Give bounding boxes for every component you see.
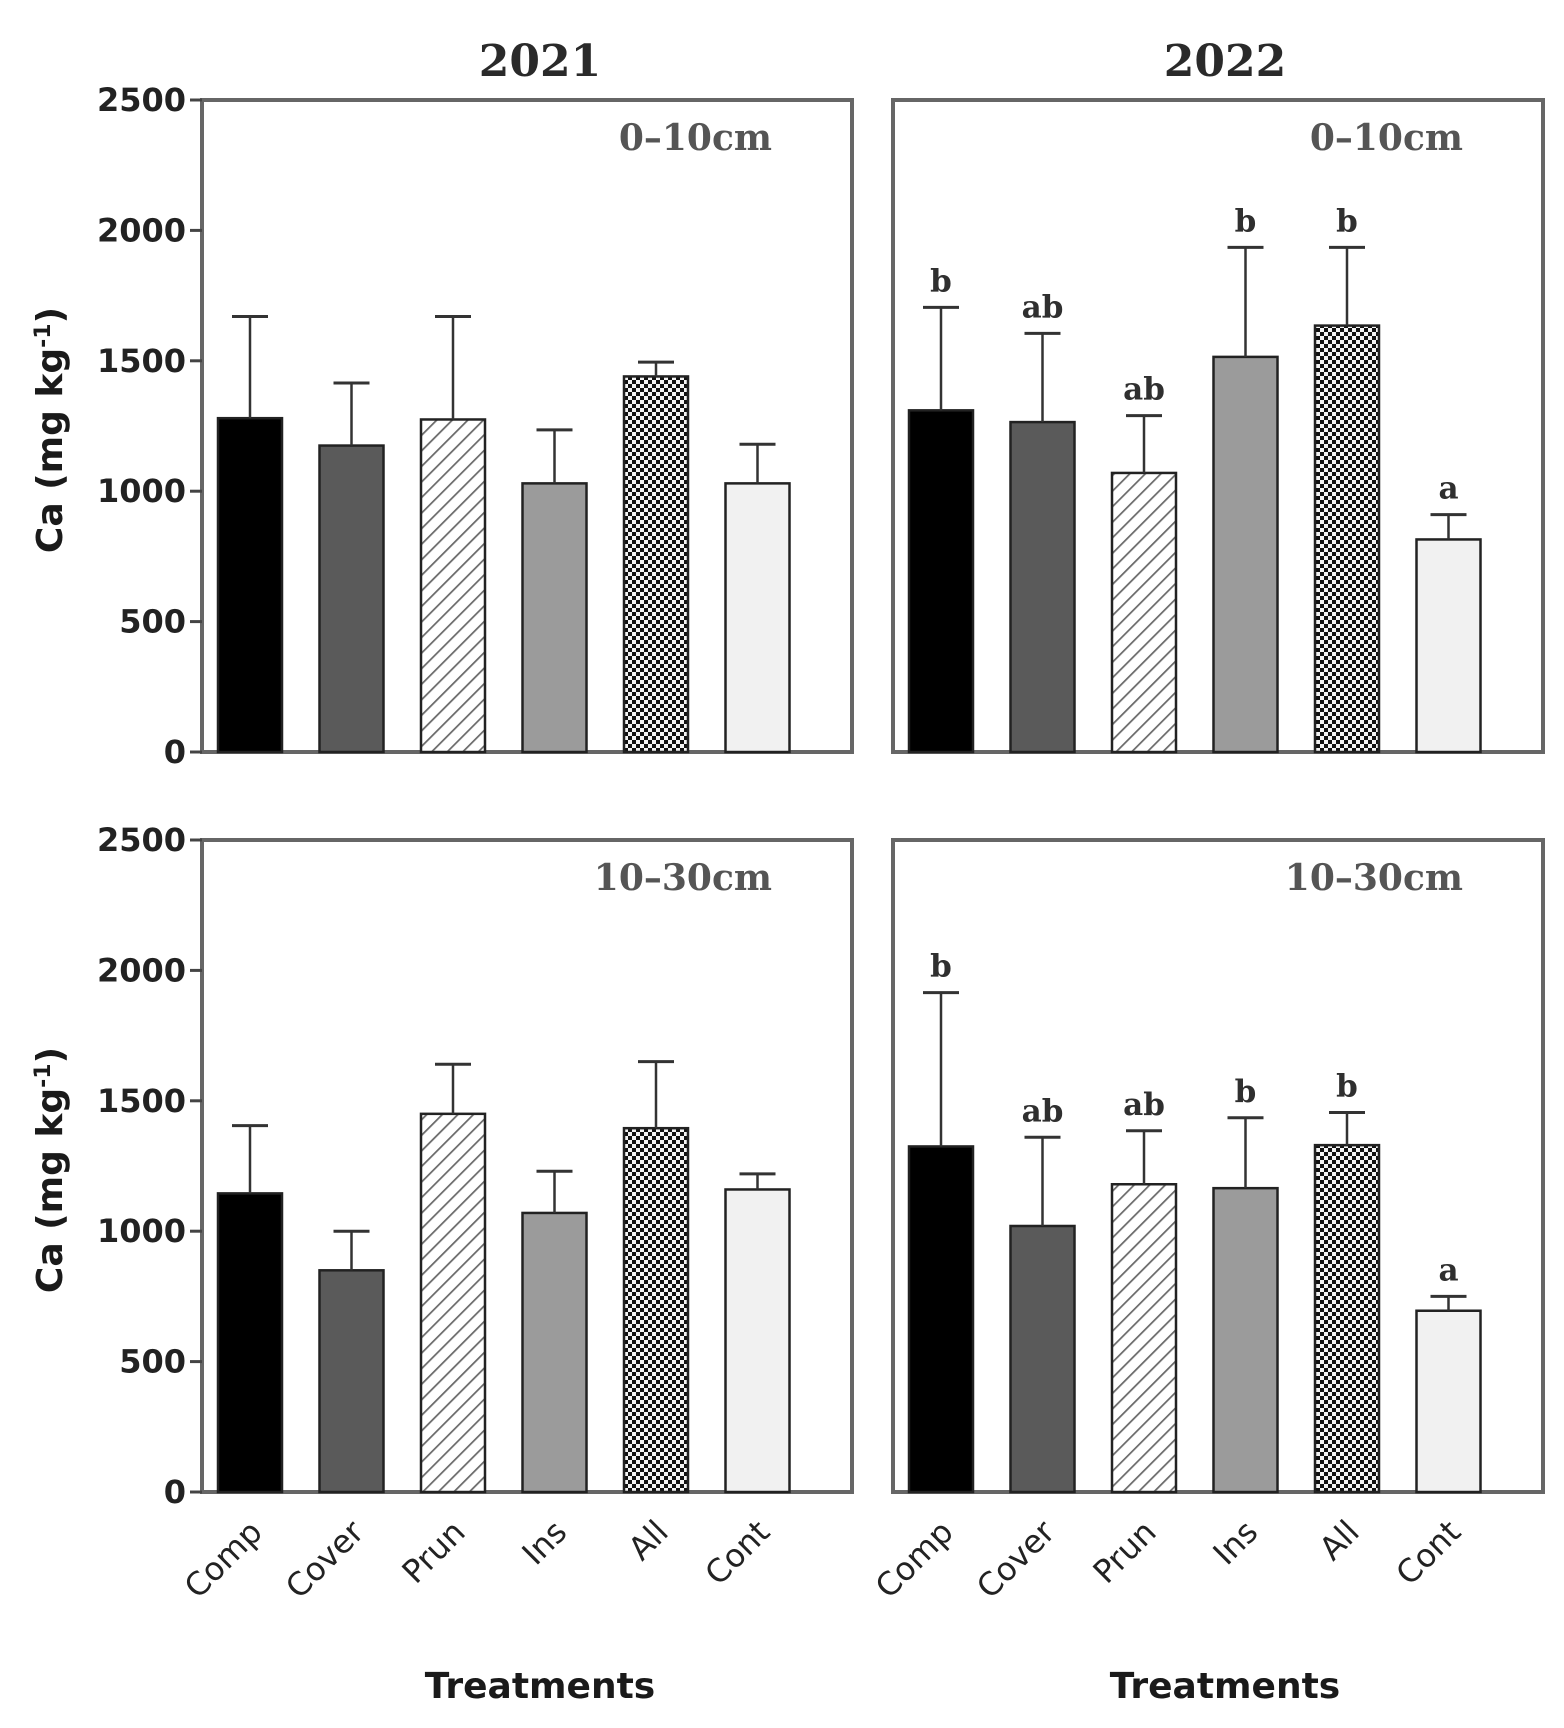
x-axis-title-right: Treatments: [1110, 1666, 1340, 1707]
bar-ins: [521, 1211, 588, 1494]
y-tick-label: 2500: [97, 821, 186, 859]
x-tick-label-prun: Prun: [1086, 1513, 1164, 1591]
x-tick-label-cover: Cover: [969, 1512, 1063, 1606]
bar-ins: [1212, 355, 1279, 754]
bar-cont: [724, 1188, 791, 1494]
bar-all: [622, 375, 690, 754]
y-tick-label: 0: [164, 1473, 186, 1511]
y-tick-label: 2000: [97, 951, 186, 989]
x-tick-label-prun: Prun: [395, 1513, 473, 1591]
depth-label: 10–30cm: [594, 857, 772, 899]
bar-cont: [1415, 1309, 1482, 1494]
x-tick-label-cont: Cont: [697, 1513, 777, 1593]
y-tick-label: 500: [119, 1343, 186, 1381]
significance-label-prun: ab: [1123, 372, 1165, 408]
bar-comp: [907, 1145, 975, 1494]
y-tick-label: 0: [164, 733, 186, 771]
bar-cont: [724, 482, 791, 754]
depth-label: 0–10cm: [619, 117, 772, 159]
y-tick-label: 1000: [97, 472, 186, 510]
bar-prun: [419, 1112, 487, 1494]
x-tick-label-comp: Comp: [177, 1513, 270, 1606]
significance-label-ins: b: [1235, 203, 1257, 239]
bar-comp: [907, 409, 975, 754]
panel-1: 0 500 1000 1500 2000 2500 0–10cm: [97, 81, 854, 771]
bar-ins: [1212, 1186, 1279, 1494]
bar-comp: [216, 1192, 284, 1494]
significance-label-ins: b: [1235, 1074, 1257, 1110]
x-axis-title-left: Treatments: [425, 1666, 655, 1707]
significance-label-comp: b: [930, 949, 952, 985]
x-tick-label-cover: Cover: [278, 1512, 372, 1606]
y-axis-title-bottom: Ca (mg kg-1): [30, 1047, 71, 1293]
bar-all: [1313, 324, 1381, 754]
bar-cover: [1009, 1224, 1076, 1494]
x-tick-label-all: All: [621, 1513, 676, 1568]
y-tick-label: 1000: [97, 1212, 186, 1250]
y-tick-label: 1500: [97, 1082, 186, 1120]
significance-label-cover: ab: [1022, 289, 1064, 325]
bar-all: [1313, 1143, 1381, 1494]
significance-label-cover: ab: [1022, 1093, 1064, 1129]
y-tick-label: 1500: [97, 342, 186, 380]
y-tick-label: 2000: [97, 211, 186, 249]
depth-label: 10–30cm: [1285, 857, 1463, 899]
x-tick-label-cont: Cont: [1388, 1513, 1468, 1593]
depth-label: 0–10cm: [1310, 117, 1463, 159]
y-tick-label: 500: [119, 603, 186, 641]
significance-label-all: b: [1336, 203, 1358, 239]
x-tick-label-ins: Ins: [1205, 1513, 1265, 1573]
y-axis-title-top: Ca (mg kg-1): [30, 307, 71, 553]
panel-title-2021: 2021: [479, 36, 601, 87]
x-tick-label-all: All: [1312, 1513, 1367, 1568]
significance-label-cont: a: [1438, 471, 1458, 507]
bar-comp: [216, 416, 284, 754]
x-tick-label-ins: Ins: [514, 1513, 574, 1573]
bar-ins: [521, 482, 588, 754]
panel-3: 0 500 1000 1500 2000 2500 10–30cm Comp Cover Prun…: [97, 821, 854, 1606]
bar-prun: [1110, 471, 1178, 754]
bar-cover: [318, 444, 385, 754]
x-tick-label-comp: Comp: [868, 1513, 961, 1606]
panel-2: 0–10cm b ab ab b b a: [891, 98, 1545, 754]
y-tick-label: 2500: [97, 81, 186, 119]
bar-cover: [318, 1269, 385, 1494]
bar-prun: [419, 418, 487, 754]
panel-title-2022: 2022: [1164, 36, 1286, 87]
bar-all: [622, 1126, 690, 1494]
significance-label-all: b: [1336, 1069, 1358, 1105]
significance-label-comp: b: [930, 263, 952, 299]
panel-4: 10–30cm b Comp ab Cover ab Prun b Ins b All a Cont: [868, 838, 1545, 1606]
significance-label-cont: a: [1438, 1252, 1458, 1288]
significance-label-prun: ab: [1123, 1087, 1165, 1123]
bar-cont: [1415, 538, 1482, 754]
bar-prun: [1110, 1183, 1178, 1494]
bar-cover: [1009, 420, 1076, 754]
